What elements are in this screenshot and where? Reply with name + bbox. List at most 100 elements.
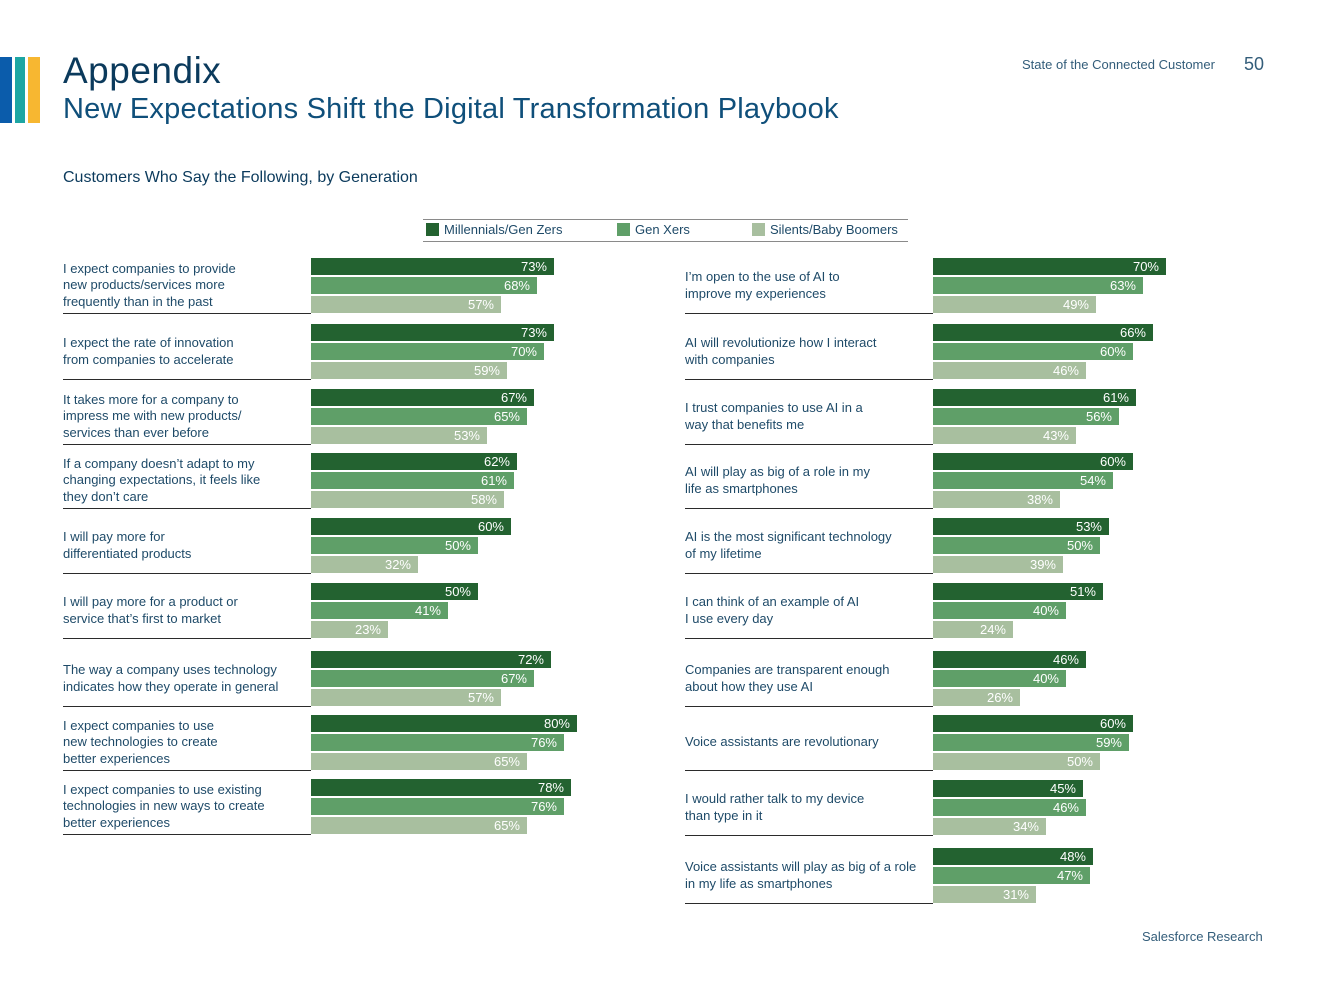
bar-value-label: 70% (510, 344, 537, 359)
bar-value-label: 46% (1052, 652, 1079, 667)
report-name: State of the Connected Customer (1022, 57, 1215, 72)
bar-millennials: 50% (311, 583, 478, 600)
bar-gen-x: 70% (311, 343, 544, 360)
chart-row: I expect companies to provide new produc… (63, 258, 663, 314)
chart-row: I will pay more for a product or service… (63, 583, 663, 639)
bar-value-label: 40% (1032, 671, 1059, 686)
bar-value-label: 73% (520, 325, 547, 340)
bar-value-label: 57% (467, 297, 494, 312)
footer-source: Salesforce Research (1142, 929, 1263, 944)
bar-value-label: 41% (414, 603, 441, 618)
bar-value-label: 26% (986, 690, 1013, 705)
legend-swatch-gen-x (617, 223, 630, 236)
bar-value-label: 54% (1079, 473, 1106, 488)
bar-gen-x: 50% (311, 537, 478, 554)
bar-millennials: 67% (311, 389, 534, 406)
legend-label-millennials: Millennials/Gen Zers (444, 222, 563, 237)
row-label: AI will revolutionize how I interact wit… (685, 324, 933, 380)
bar-boomers: 43% (933, 427, 1076, 444)
bar-value-label: 58% (470, 492, 497, 507)
chart-row: It takes more for a company to impress m… (63, 389, 663, 445)
chart-row: I would rather talk to my device than ty… (685, 780, 1285, 836)
row-label: I can think of an example of AI I use ev… (685, 583, 933, 639)
bar-millennials: 61% (933, 389, 1136, 406)
bar-value-label: 46% (1052, 363, 1079, 378)
bar-gen-x: 60% (933, 343, 1133, 360)
bar-value-label: 72% (517, 652, 544, 667)
bar-gen-x: 47% (933, 867, 1090, 884)
bar-boomers: 23% (311, 621, 388, 638)
row-label: I will pay more for differentiated produ… (63, 518, 311, 574)
row-label: I trust companies to use AI in a way tha… (685, 389, 933, 445)
bar-value-label: 50% (1066, 754, 1093, 769)
bar-value-label: 50% (444, 584, 471, 599)
bar-gen-x: 56% (933, 408, 1119, 425)
bar-millennials: 78% (311, 779, 571, 796)
bar-value-label: 50% (444, 538, 471, 553)
row-label: I’m open to the use of AI to improve my … (685, 258, 933, 314)
chart-row: The way a company uses technology indica… (63, 651, 663, 707)
bar-value-label: 59% (473, 363, 500, 378)
bar-millennials: 60% (933, 715, 1133, 732)
bar-millennials: 70% (933, 258, 1166, 275)
bar-value-label: 23% (354, 622, 381, 637)
bar-value-label: 32% (384, 557, 411, 572)
bar-boomers: 59% (311, 362, 507, 379)
chart-row: I will pay more for differentiated produ… (63, 518, 663, 574)
bar-boomers: 38% (933, 491, 1060, 508)
bar-value-label: 40% (1032, 603, 1059, 618)
bar-gen-x: 68% (311, 277, 537, 294)
bar-value-label: 48% (1059, 849, 1086, 864)
bar-gen-x: 76% (311, 798, 564, 815)
chart-row: I expect companies to use new technologi… (63, 715, 663, 771)
legend-swatch-millennials (426, 223, 439, 236)
chart-row: I expect the rate of innovation from com… (63, 324, 663, 380)
bar-value-label: 59% (1095, 735, 1122, 750)
bar-boomers: 39% (933, 556, 1063, 573)
chart-row: Companies are transparent enough about h… (685, 651, 1285, 707)
bar-millennials: 66% (933, 324, 1153, 341)
chart-row: I’m open to the use of AI to improve my … (685, 258, 1285, 314)
chart-title: Customers Who Say the Following, by Gene… (63, 169, 418, 186)
bar-value-label: 78% (537, 780, 564, 795)
bar-gen-x: 40% (933, 602, 1066, 619)
bar-boomers: 31% (933, 886, 1036, 903)
bar-value-label: 38% (1026, 492, 1053, 507)
bar-value-label: 56% (1085, 409, 1112, 424)
bar-value-label: 31% (1002, 887, 1029, 902)
bar-value-label: 46% (1052, 800, 1079, 815)
bar-gen-x: 67% (311, 670, 534, 687)
chart-row: Voice assistants are revolutionary 60% 59%… (685, 715, 1285, 771)
bar-value-label: 70% (1132, 259, 1159, 274)
bar-value-label: 62% (483, 454, 510, 469)
bar-gen-x: 61% (311, 472, 514, 489)
bar-value-label: 24% (979, 622, 1006, 637)
bar-boomers: 65% (311, 817, 527, 834)
bar-value-label: 53% (453, 428, 480, 443)
bar-value-label: 68% (503, 278, 530, 293)
bar-value-label: 60% (1099, 454, 1126, 469)
bar-millennials: 73% (311, 324, 554, 341)
bar-boomers: 24% (933, 621, 1013, 638)
row-label: I will pay more for a product or service… (63, 583, 311, 639)
bar-value-label: 60% (1099, 344, 1126, 359)
page-title: Appendix (63, 50, 222, 91)
row-label: It takes more for a company to impress m… (63, 389, 311, 445)
chart-row: Voice assistants will play as big of a r… (685, 848, 1285, 904)
bar-gen-x: 63% (933, 277, 1143, 294)
bar-boomers: 57% (311, 689, 501, 706)
chart-legend: Millennials/Gen Zers Gen Xers Silents/Ba… (423, 219, 908, 242)
legend-item-gen-x: Gen Xers (617, 222, 690, 237)
bar-value-label: 60% (477, 519, 504, 534)
row-label: Companies are transparent enough about h… (685, 651, 933, 707)
bar-value-label: 39% (1029, 557, 1056, 572)
bar-boomers: 50% (933, 753, 1100, 770)
chart-row: I trust companies to use AI in a way tha… (685, 389, 1285, 445)
bar-value-label: 45% (1049, 781, 1076, 796)
bar-gen-x: 41% (311, 602, 448, 619)
bar-value-label: 67% (500, 671, 527, 686)
bar-value-label: 61% (480, 473, 507, 488)
bar-gen-x: 65% (311, 408, 527, 425)
bar-boomers: 53% (311, 427, 487, 444)
bar-boomers: 58% (311, 491, 504, 508)
